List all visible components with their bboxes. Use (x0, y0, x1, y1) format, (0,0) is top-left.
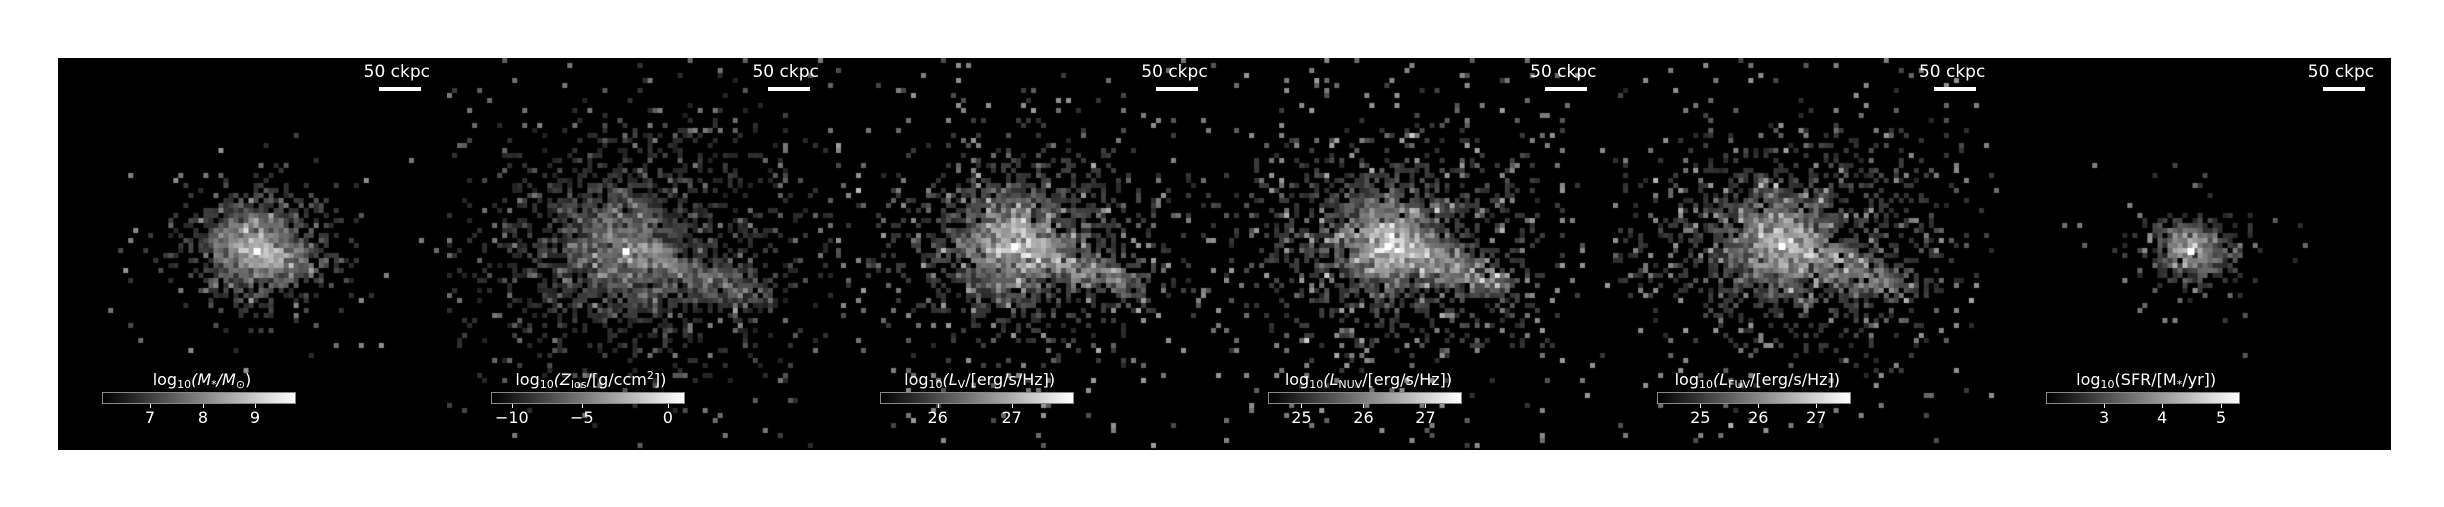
scale-bar (2322, 87, 2365, 91)
scale-bar-label: 50 ckpc (1141, 62, 1208, 82)
colorbar-tick-label: 26 (927, 408, 948, 427)
colorbar-tick (2104, 404, 2106, 408)
colorbar-tick (581, 404, 583, 408)
colorbar-tick-label: 0 (662, 408, 673, 427)
colorbar-tick (1758, 404, 1760, 408)
scale-bar (1156, 87, 1199, 91)
scale-bar-label: 50 ckpc (1918, 62, 1986, 82)
colorbar-tick-label: 26 (1748, 408, 1769, 427)
colorbar (2046, 392, 2241, 404)
colorbar (879, 392, 1074, 404)
scale-bar (1934, 87, 1977, 91)
scale-bar-label: 50 ckpc (1530, 62, 1597, 82)
colorbar-tick (150, 404, 151, 408)
colorbar-tick-label: 7 (144, 408, 156, 427)
colorbar-tick (1425, 404, 1427, 408)
colorbar-tick (2221, 404, 2223, 408)
colorbar-tick (1816, 404, 1818, 408)
colorbar-tick-label: −10 (494, 408, 529, 427)
panel-v-luminosity: 50 ckpc log10(LV/[erg/s/Hz]) 26 27 (835, 58, 1225, 450)
colorbar-tick-label: 9 (249, 408, 261, 427)
colorbar (1657, 392, 1852, 404)
colorbar-tick (937, 404, 939, 408)
panel-sfr: 50 ckpc log10(SFR/[M*/yr]) 3 4 5 (2002, 58, 2391, 450)
colorbar-tick-label: 27 (1415, 408, 1436, 427)
colorbar-tick-label: 5 (2216, 408, 2227, 427)
colorbar-tick-label: 26 (1353, 408, 1374, 427)
colorbar-tick-label: 25 (1690, 408, 1711, 427)
panel-stellar-mass: 50 ckpc log10(M*/M⊙) 7 8 9 (58, 58, 447, 450)
colorbar (490, 392, 685, 404)
colorbar-tick (2162, 404, 2164, 408)
scale-bar-label: 50 ckpc (752, 62, 819, 82)
stellar-mass-map (58, 58, 447, 450)
panel-nuv-luminosity: 50 ckpc log10(LNUV/[erg/s/Hz]) 25 26 27 (1224, 58, 1614, 450)
colorbar-tick (1301, 404, 1303, 408)
panel-fuv-luminosity: 50 ckpc log10(LFUV/[erg/s/Hz]) 25 26 27 (1613, 58, 2003, 450)
colorbar-tick (1363, 404, 1365, 408)
colorbar-title: log10(Zlos/[g/ccm2]) (515, 369, 667, 391)
colorbar-tick (1011, 404, 1013, 408)
colorbar-title: log10(LNUV/[erg/s/Hz]) (1284, 370, 1453, 391)
galaxy-map-figure: 50 ckpc log10(M*/M⊙) 7 8 9 50 ckpc log10… (58, 58, 2391, 450)
colorbar-tick (255, 404, 256, 408)
scale-bar (1545, 87, 1588, 91)
colorbar-tick (511, 404, 513, 408)
colorbar-title: log10(SFR/[M*/yr]) (2076, 370, 2217, 391)
scale-bar-label: 50 ckpc (363, 62, 431, 82)
colorbar-tick (1700, 404, 1702, 408)
colorbar-tick-label: 3 (2099, 408, 2110, 427)
colorbar-tick-label: 27 (1001, 408, 1022, 427)
colorbar-title: log10(LFUV/[erg/s/Hz]) (1674, 370, 1841, 391)
colorbar-tick-label: 27 (1806, 408, 1827, 427)
colorbar-tick (203, 404, 204, 408)
colorbar-tick-label: 8 (197, 408, 209, 427)
colorbar-tick (667, 404, 669, 408)
scale-bar (767, 87, 810, 91)
scale-bar-label: 50 ckpc (2307, 62, 2375, 82)
v-luminosity-map (835, 58, 1225, 450)
fuv-luminosity-map (1613, 58, 2003, 450)
colorbar (1268, 392, 1463, 404)
scale-bar (378, 87, 421, 91)
colorbar (102, 392, 296, 404)
colorbar-tick-label: 25 (1291, 408, 1312, 427)
colorbar-tick-label: −5 (570, 408, 594, 427)
colorbar-tick-label: 4 (2157, 408, 2168, 427)
panel-metallicity: 50 ckpc log10(Zlos/[g/ccm2]) −10 −5 0 (446, 58, 836, 450)
colorbar-title: log10(LV/[erg/s/Hz]) (904, 370, 1056, 391)
colorbar-title: log10(M*/M⊙) (152, 370, 252, 391)
sfr-map (2002, 58, 2391, 450)
metallicity-map (446, 58, 836, 450)
nuv-luminosity-map (1224, 58, 1614, 450)
